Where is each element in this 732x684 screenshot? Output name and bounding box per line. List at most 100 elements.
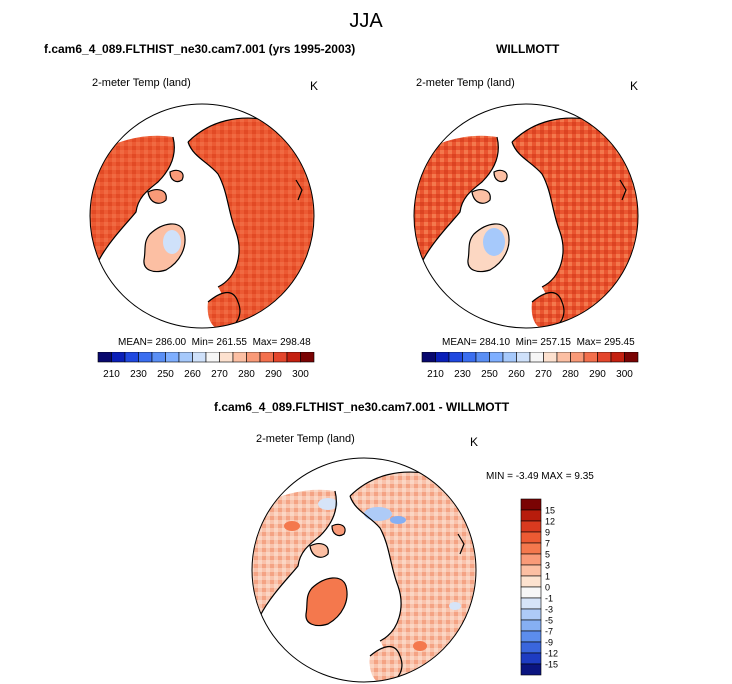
panel3-greenland-land: [305, 577, 348, 626]
panel1-colorbar-box: [232, 352, 247, 363]
panel3-northamerica-land: [252, 489, 337, 636]
panel2-colorbar-tick-label: 210: [427, 369, 444, 380]
panel3-colorbar-tick-label: -7: [545, 627, 553, 637]
panel1-colorbar-tick-label: 300: [292, 369, 309, 380]
panel3-colorbar-tick-label: 9: [545, 528, 550, 538]
panel2-stats: MEAN= 284.10 Min= 257.15 Max= 295.45: [442, 337, 635, 348]
panel1-colorbar-box: [273, 352, 288, 363]
panel1-colorbar-box: [97, 352, 112, 363]
panel1-europe-land: [207, 292, 240, 328]
panel1-eurasia-land: [188, 118, 314, 328]
panel2-colorbar-tick-label: 300: [616, 369, 633, 380]
panel1-colorbar-box: [205, 352, 220, 363]
panel2-colorbar-box: [489, 352, 504, 363]
panel2-colorbar-box: [610, 352, 625, 363]
panel2-colorbar-box: [462, 352, 477, 363]
panel3-units: K: [470, 435, 479, 449]
panel1-units: K: [310, 79, 319, 93]
panel2-colorbar-box: [475, 352, 490, 363]
panel1-colorbar-box: [246, 352, 261, 363]
panel2-colorbar-box: [516, 352, 531, 363]
panel2-max-value: 295.45: [604, 337, 635, 348]
panel3-variable-label: 2-meter Temp (land): [256, 433, 355, 445]
panel3-colorbar-tick-label: -1: [545, 594, 553, 604]
panel3-stats: MIN = -3.49 MAX = 9.35: [486, 471, 594, 482]
panel3-colorbar-tick-label: -12: [545, 649, 558, 659]
panel1-colorbar-tick-label: 270: [211, 369, 228, 380]
panel2-colorbar-box: [570, 352, 585, 363]
panel3-colorbar-tick-label: -3: [545, 605, 553, 615]
panel2-colorbar-box: [502, 352, 517, 363]
panel1-colorbar-tick-label: 210: [103, 369, 120, 380]
panel3-colorbar-tick-label: -9: [545, 638, 553, 648]
panel3-colorbar-tick-label: 15: [545, 506, 555, 516]
panel3-title: f.cam6_4_089.FLTHIST_ne30.cam7.001 - WIL…: [214, 400, 510, 414]
panel1-colorbar-tick-label: 280: [238, 369, 255, 380]
page-title: JJA: [349, 10, 383, 32]
panel3-europe-land: [369, 646, 402, 682]
panel2-colorbar-box: [435, 352, 450, 363]
panel2-europe-land: [531, 292, 564, 328]
panel1-stats: MEAN= 286.00 Min= 261.55 Max= 298.48: [118, 337, 311, 348]
panel1-mean-label: MEAN=: [118, 337, 153, 348]
panel1-colorbar-box: [192, 352, 207, 363]
panel2-title: WILLMOTT: [496, 42, 560, 56]
panel1-colorbar-tick-label: 290: [265, 369, 282, 380]
panel3-colorbar-tick-label: 7: [545, 539, 550, 549]
panel3-colorbar-box: [520, 509, 542, 522]
panel3-colorbar-tick-label: 3: [545, 561, 550, 571]
panel2-colorbar-tick-label: 230: [454, 369, 471, 380]
panel3-colorbar-box: [520, 520, 542, 533]
panel2-northamerica-land: [414, 135, 499, 282]
panel1-colorbar: 210 230 250 260 270 280 290 300: [97, 352, 315, 380]
panel3-colorbar-tick-label: 5: [545, 550, 550, 560]
panel3-colorbar-box: [520, 575, 542, 588]
panel1-colorbar-box: [151, 352, 166, 363]
panel3-polar-map: [251, 457, 477, 683]
panel1-mean-value: 286.00: [155, 337, 187, 348]
panel1-colorbar-tick-label: 250: [157, 369, 174, 380]
panel3-colorbar-box: [520, 498, 542, 511]
panel3-colorbar-box: [520, 586, 542, 599]
panel1-colorbar-tick-label: 230: [130, 369, 147, 380]
panel3-colorbar-box: [520, 553, 542, 566]
panel1-colorbar-box: [165, 352, 180, 363]
panel1-colorbar-box: [300, 352, 315, 363]
panel1-colorbar-box: [286, 352, 301, 363]
panel3-colorbar-box: [520, 641, 542, 654]
panel3-colorbar-tick-label: 0: [545, 583, 550, 593]
panel3-colorbar-box: [520, 608, 542, 621]
panel2-colorbar-box: [624, 352, 639, 363]
panel3-colorbar-box: [520, 630, 542, 643]
panel1-polar-map: [89, 103, 315, 329]
panel2-eurasia-land: [512, 118, 638, 328]
panel2-colorbar-tick-label: 250: [481, 369, 498, 380]
panel3-colorbar-box: [520, 652, 542, 665]
panel3-colorbar-box: [520, 619, 542, 632]
panel1-colorbar-box: [111, 352, 126, 363]
panel2-colorbar-box: [448, 352, 463, 363]
panel1-max-value: 298.48: [280, 337, 311, 348]
panel2-colorbar-box: [529, 352, 544, 363]
panel3-colorbar-tick-label: -15: [545, 660, 558, 670]
panel2-colorbar-box: [556, 352, 571, 363]
panel2-mean-label: MEAN=: [442, 337, 477, 348]
panel1-min-label: Min=: [191, 337, 214, 348]
panel2-colorbar-tick-label: 290: [589, 369, 606, 380]
panel1-colorbar-box: [178, 352, 193, 363]
panel3-colorbar-box: [520, 531, 542, 544]
panel3-colorbar-box: [520, 564, 542, 577]
panel2-colorbar-box: [583, 352, 598, 363]
panel2-colorbar: 210 230 250 260 270 280 290 300: [421, 352, 639, 380]
panel2-colorbar-tick-label: 260: [508, 369, 525, 380]
panel1-colorbar-box: [138, 352, 153, 363]
panel3-colorbar-box: [520, 663, 542, 676]
panel2-colorbar-box: [421, 352, 436, 363]
panel3-colorbar-tick-label: 1: [545, 572, 550, 582]
panel3-colorbar-box: [520, 597, 542, 610]
panel2-variable-label: 2-meter Temp (land): [416, 77, 515, 89]
panel3-colorbar-tick-label: 12: [545, 517, 555, 527]
panel1-max-label: Max=: [252, 337, 278, 348]
panel2-colorbar-tick-label: 270: [535, 369, 552, 380]
